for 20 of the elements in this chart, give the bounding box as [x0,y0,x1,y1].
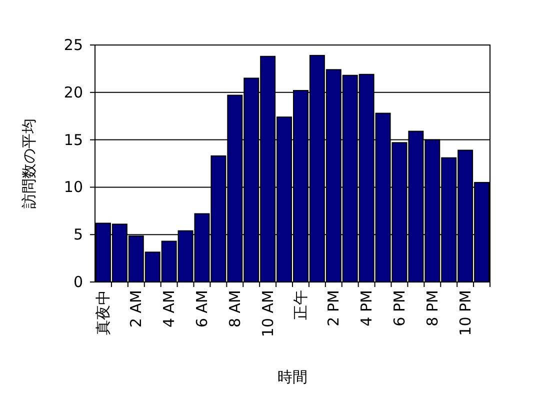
x-axis-title: 時間 [278,368,308,386]
y-tick-label: 25 [64,36,83,54]
x-tick-label: 8 AM [226,290,244,328]
y-tick-label: 10 [64,178,83,196]
x-tick-label: 6 AM [192,290,211,328]
x-tick-label: 6 PM [390,290,408,326]
x-tick-label: 10 PM [456,290,474,336]
x-tick-label: 8 PM [423,290,442,326]
x-tick-label: 4 PM [358,290,376,326]
x-tick-label: 正午 [292,290,310,320]
y-tick-label: 15 [64,130,83,149]
y-tick-label: 5 [73,226,83,244]
y-axis-title: 訪問数の平均 [20,118,38,208]
x-tick-label: 真夜中 [94,290,112,335]
y-tick-label: 20 [64,83,83,102]
y-tick-label: 0 [73,273,83,291]
x-tick-label: 2 AM [127,290,146,328]
x-tick-label: 4 AM [160,290,178,328]
x-tick-label: 10 AM [258,290,277,338]
x-tick-label: 2 PM [324,290,343,326]
